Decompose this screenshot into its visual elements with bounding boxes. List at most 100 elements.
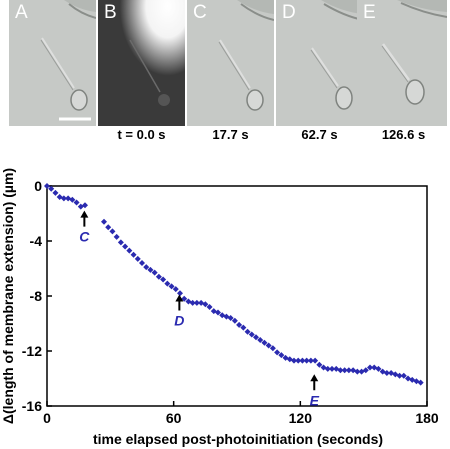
data-point bbox=[316, 361, 323, 368]
data-point bbox=[367, 364, 373, 371]
data-point bbox=[101, 218, 107, 225]
data-point bbox=[341, 367, 348, 374]
data-point bbox=[164, 280, 171, 287]
data-point bbox=[206, 304, 213, 310]
panel-a-cell-image bbox=[9, 0, 96, 126]
data-point bbox=[215, 309, 221, 316]
data-point bbox=[227, 315, 234, 321]
time-label-d: 62.7 s bbox=[301, 127, 338, 142]
data-point bbox=[193, 299, 200, 306]
data-point bbox=[236, 321, 243, 328]
data-point bbox=[130, 251, 137, 258]
data-point bbox=[231, 317, 238, 324]
data-point bbox=[177, 290, 183, 297]
data-point bbox=[143, 264, 150, 271]
data-point bbox=[345, 367, 352, 374]
data-point bbox=[168, 283, 175, 290]
panel-label: B bbox=[104, 2, 117, 23]
y-tick-label: -16 bbox=[22, 398, 42, 414]
data-point bbox=[52, 189, 59, 196]
data-point bbox=[202, 301, 209, 308]
data-point bbox=[265, 342, 272, 349]
data-point bbox=[244, 328, 251, 335]
panel-c-cell-image bbox=[187, 0, 274, 126]
panel-b: B bbox=[98, 0, 185, 126]
y-tick-label: -12 bbox=[22, 343, 42, 359]
y-axis-label: Δ(length of membrane extension) (µm) bbox=[0, 168, 16, 424]
panel-a: A bbox=[9, 0, 96, 126]
data-point bbox=[109, 228, 116, 235]
data-point bbox=[261, 339, 268, 346]
x-tick-label: 60 bbox=[166, 410, 182, 426]
x-axis-label: time elapsed post-photoinitiation (secon… bbox=[93, 431, 383, 447]
data-point bbox=[269, 345, 276, 352]
panel-e-cell-image bbox=[357, 0, 447, 126]
panel-label: D bbox=[282, 2, 296, 23]
panel-b-fluorescence-image bbox=[98, 0, 185, 126]
x-tick-label: 120 bbox=[289, 410, 313, 426]
data-point bbox=[139, 260, 145, 266]
data-point bbox=[73, 199, 80, 206]
data-point bbox=[248, 331, 255, 338]
data-point bbox=[299, 357, 306, 364]
annotation-label: D bbox=[174, 313, 184, 329]
annotation-label: C bbox=[79, 229, 90, 245]
data-point bbox=[354, 368, 361, 375]
data-point bbox=[324, 365, 331, 372]
data-point bbox=[69, 196, 76, 203]
y-tick-label: 0 bbox=[34, 178, 42, 194]
data-point bbox=[303, 357, 310, 364]
data-point bbox=[113, 233, 120, 240]
data-point bbox=[295, 357, 302, 364]
data-point bbox=[417, 379, 424, 386]
panel-label: A bbox=[15, 2, 28, 23]
data-point bbox=[291, 357, 297, 364]
data-point bbox=[122, 243, 129, 250]
panel-d: D bbox=[276, 0, 363, 126]
data-point bbox=[155, 273, 162, 280]
data-point bbox=[307, 357, 314, 364]
time-label-c: 17.7 s bbox=[212, 127, 249, 142]
panel-c: C bbox=[187, 0, 274, 126]
x-tick-label: 180 bbox=[415, 410, 439, 426]
panel-label: C bbox=[193, 2, 207, 23]
data-point bbox=[60, 195, 67, 202]
data-point bbox=[375, 365, 382, 372]
chart-axes: 0 60 120 180 0 -4 -8 -12 -16 bbox=[22, 178, 439, 426]
data-point bbox=[329, 365, 335, 372]
data-point bbox=[189, 299, 196, 306]
annotation-arrowhead bbox=[175, 294, 184, 302]
y-tick-label: -8 bbox=[30, 288, 43, 304]
chart-annotations: C D E bbox=[79, 210, 320, 408]
data-point bbox=[362, 367, 369, 374]
annotation-arrowhead bbox=[310, 374, 319, 382]
data-point bbox=[126, 247, 133, 254]
data-point bbox=[44, 183, 50, 189]
time-label-b: t = 0.0 s bbox=[117, 127, 166, 142]
time-label-e: 126.6 s bbox=[381, 127, 426, 142]
data-point bbox=[105, 224, 112, 231]
data-point bbox=[160, 276, 167, 283]
data-point bbox=[48, 185, 55, 192]
data-point bbox=[117, 239, 124, 246]
data-point bbox=[396, 372, 403, 379]
data-point bbox=[82, 202, 88, 209]
data-point bbox=[337, 367, 344, 374]
panel-label: E bbox=[363, 2, 376, 23]
data-point bbox=[147, 266, 154, 273]
panel-e: E bbox=[357, 0, 447, 126]
data-point bbox=[274, 349, 281, 356]
data-point bbox=[383, 370, 390, 376]
annotation-arrowhead bbox=[80, 210, 89, 218]
data-point bbox=[151, 269, 158, 276]
data-point bbox=[312, 357, 319, 364]
data-point bbox=[257, 337, 264, 343]
data-point bbox=[253, 334, 259, 341]
data-point bbox=[400, 372, 407, 379]
chart-points bbox=[44, 183, 424, 386]
x-tick-label: 0 bbox=[43, 410, 51, 426]
data-point bbox=[240, 324, 247, 331]
annotation-label: E bbox=[310, 392, 320, 408]
panel-d-cell-image bbox=[276, 0, 363, 126]
